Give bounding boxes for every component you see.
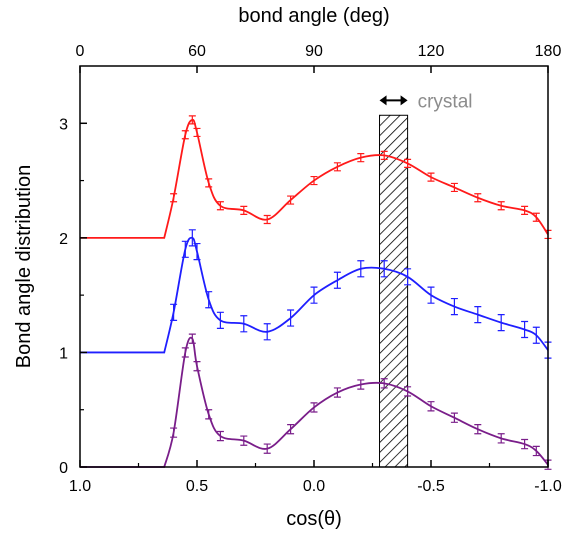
- series-0-point: [380, 150, 388, 160]
- series-0-point: [287, 195, 295, 205]
- y-tick-label: 2: [59, 231, 68, 248]
- series-1-point: [497, 314, 505, 332]
- x-axis-title: cos(θ): [286, 508, 342, 530]
- series-0-point: [240, 205, 248, 215]
- crystal-band: [379, 114, 409, 468]
- top-tick-label: 120: [418, 43, 445, 60]
- series-0-point: [521, 205, 529, 215]
- series-2-point: [188, 333, 196, 344]
- top-axis-title: bond angle (deg): [238, 5, 389, 27]
- series-2-point: [240, 435, 248, 446]
- series-1-point: [404, 268, 412, 286]
- crystal-arrow-right-head: [400, 95, 408, 106]
- series-0-point: [216, 201, 224, 211]
- series-2-point: [474, 424, 482, 435]
- y-tick-label: 3: [59, 116, 68, 133]
- series-2-point: [205, 409, 213, 420]
- top-tick-label: 0: [76, 43, 85, 60]
- series-0-point: [404, 158, 412, 168]
- series-2-point: [263, 443, 271, 454]
- crystal-label: crystal: [418, 91, 473, 112]
- crystal-arrow-left-head: [379, 95, 387, 106]
- series-2-point: [450, 412, 458, 423]
- series-1-point: [532, 326, 540, 344]
- series-0-point: [170, 193, 178, 203]
- series-1-point: [181, 240, 189, 258]
- series-1-point: [450, 297, 458, 316]
- series-1-point: [521, 320, 529, 339]
- top-tick-label: 90: [305, 43, 323, 60]
- series-0-point: [532, 212, 540, 222]
- series-1-point: [205, 291, 213, 309]
- series-0-point: [205, 178, 213, 188]
- series-1-point: [427, 286, 435, 304]
- series-0-point: [357, 153, 365, 163]
- series-2-point: [357, 379, 365, 390]
- series-1-point: [193, 242, 201, 261]
- series-0-point: [310, 175, 318, 186]
- series-0-point: [188, 115, 196, 125]
- series-2-point: [497, 433, 505, 444]
- series-1-point: [333, 271, 341, 289]
- series-1-point: [357, 260, 365, 278]
- series-1-line: [80, 236, 549, 354]
- series-2-point: [521, 438, 529, 450]
- series-2-point: [532, 445, 540, 457]
- series-0-line: [80, 118, 549, 239]
- x-tick-label: 1.0: [69, 478, 91, 495]
- series-2-point: [310, 402, 318, 413]
- x-tick-label: 0.0: [303, 478, 325, 495]
- series-2-point: [333, 387, 341, 398]
- series-0-point: [497, 201, 505, 211]
- series-1-point: [310, 286, 318, 304]
- x-tick-label: -1.0: [534, 478, 562, 495]
- series-1-point: [474, 306, 482, 324]
- series-1-point: [380, 260, 388, 278]
- series-2-point: [287, 424, 295, 435]
- series-2-line: [80, 336, 549, 468]
- series-1-point: [170, 303, 178, 321]
- series-2-point: [193, 360, 201, 372]
- x-tick-label: 0.5: [186, 478, 208, 495]
- y-tick-label: 0: [59, 460, 68, 477]
- y-axis-title: Bond angle distribution: [13, 165, 35, 368]
- series-2-point: [427, 401, 435, 412]
- top-tick-label: 60: [188, 43, 206, 60]
- series-2-point: [181, 347, 189, 358]
- series-2-point: [216, 430, 224, 442]
- series-1-point: [216, 311, 224, 329]
- series-0-point: [427, 172, 435, 182]
- series-0-point: [263, 214, 271, 225]
- series-1-point: [263, 323, 271, 341]
- series-1-point: [188, 229, 196, 247]
- x-tick-label: -0.5: [417, 478, 445, 495]
- series-2-point: [170, 427, 178, 438]
- series-0-point: [181, 130, 189, 140]
- y-tick-label: 1: [59, 345, 68, 362]
- series-1-point: [240, 315, 248, 333]
- series-1-point: [287, 309, 295, 327]
- series-0-point: [193, 127, 201, 138]
- series-2-point: [404, 386, 412, 397]
- series-0-point: [333, 162, 341, 172]
- series-0-point: [474, 193, 482, 203]
- series-2-point: [380, 378, 388, 389]
- series-0-point: [450, 182, 458, 193]
- top-tick-label: 180: [535, 43, 562, 60]
